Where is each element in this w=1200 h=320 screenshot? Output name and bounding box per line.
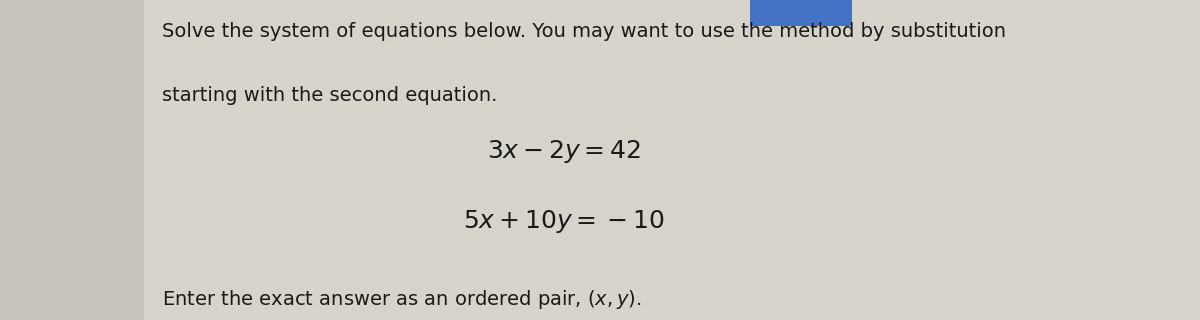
- Text: $3x - 2y = 42$: $3x - 2y = 42$: [487, 138, 641, 164]
- Text: $5x + 10y = -10$: $5x + 10y = -10$: [463, 208, 665, 235]
- Bar: [0, 0, 144, 320]
- Bar: [750, 0, 852, 26]
- Text: starting with the second equation.: starting with the second equation.: [162, 86, 497, 105]
- Text: Enter the exact answer as an ordered pair, $(x, y)$.: Enter the exact answer as an ordered pai…: [162, 288, 642, 311]
- Text: Solve the system of equations below. You may want to use the method by substitut: Solve the system of equations below. You…: [162, 22, 1006, 41]
